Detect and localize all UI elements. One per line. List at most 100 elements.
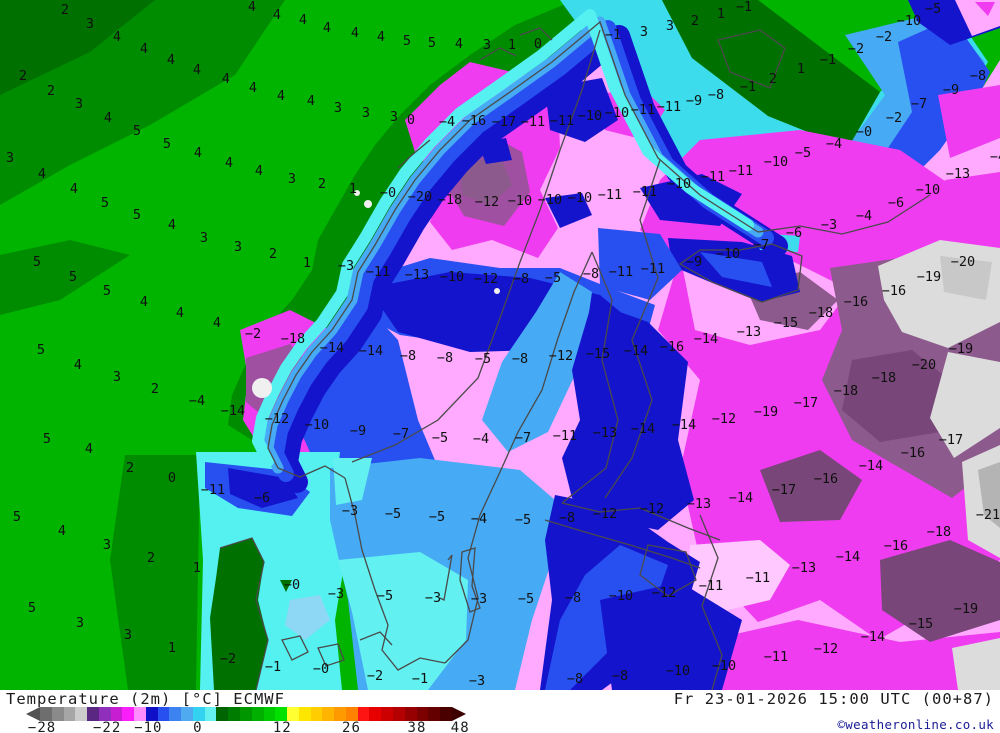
colorbar-left-arrow [26,707,40,721]
coastline-path [359,631,393,646]
temp-value-label: −1 [736,0,752,15]
temp-value-label: −11 [641,261,665,277]
colorbar-segment [216,707,229,721]
temp-value-label: −10 [716,246,740,262]
temp-value-label: 1 [193,560,201,576]
temp-value-label: −11 [553,428,577,444]
temp-value-label: −7 [515,430,531,446]
temp-value-label: −4 [826,136,842,152]
temp-value-label: −19 [917,269,941,285]
coastline-path [699,514,723,690]
temp-value-label: −10 [764,154,788,170]
temp-value-label: 3 [200,230,208,246]
colorbar-right-arrow [452,707,466,721]
temp-value-label: 4 [70,181,78,197]
temp-value-label: 4 [85,441,93,457]
temp-value-label: −4 [471,511,487,527]
temp-value-label: 4 [193,62,201,78]
temp-value-label: −12 [640,501,664,517]
temp-value-label: −8 [612,668,628,684]
temp-value-label: 2 [47,83,55,99]
temp-value-label: 5 [101,195,109,211]
colorbar-segment [51,707,64,721]
temp-value-label: −17 [492,114,516,130]
temp-value-label: −14 [320,340,344,356]
colorbar-tick-label: 26 [342,720,361,733]
temp-value-label: 2 [126,460,134,476]
temp-value-label: 5 [163,136,171,152]
temp-value-label: −18 [927,524,951,540]
colorbar-tick-label: −22 [92,720,122,733]
colorbar-segment [263,707,276,721]
temperature-region [333,458,372,505]
temp-value-label: −12 [593,506,617,522]
colorbar-segment [381,707,393,721]
temp-value-label: −6 [888,195,904,211]
temp-value-label: −4 [473,431,489,447]
coastline-path [317,643,345,667]
temperature-region [364,200,372,208]
colorbar-segment [416,707,429,721]
temp-value-label: −8 [437,350,453,366]
temp-value-label: 3 [86,16,94,32]
temp-value-label: −13 [946,166,970,182]
temp-value-label: −4 [439,114,455,130]
temp-value-label: −7 [393,426,409,442]
temp-value-label: −6 [786,225,802,241]
coastline-path [604,159,661,499]
temp-value-label: −10 [609,588,633,604]
temp-value-label: −16 [462,113,486,129]
temp-value-label: 4 [248,0,256,15]
coastline-path [397,139,431,169]
temp-value-label: −18 [438,192,462,208]
temperature-colorbar [40,707,452,721]
temp-value-label: −0 [856,124,872,140]
coastline-path [444,251,593,664]
temp-value-label: −11 [657,99,681,115]
temp-value-label: −8 [512,351,528,367]
temp-value-label: −12 [265,411,289,427]
coastline-path [439,554,453,601]
colorbar-segment [392,707,405,721]
temp-value-label: −11 [701,169,725,185]
temp-value-label: 3 [124,627,132,643]
temp-value-label: 5 [43,431,51,447]
temp-value-label: 2 [269,246,277,262]
temp-value-label: 4 [167,52,175,68]
temp-value-label: −18 [872,370,896,386]
temp-value-label: −13 [687,496,711,512]
temp-value-label: −2 [367,668,383,684]
temp-value-label: −14 [359,343,383,359]
temp-value-label: −6 [254,490,270,506]
temp-value-label: 3 [362,105,370,121]
temp-value-label: −14 [836,549,860,565]
temp-value-label: −15 [909,616,933,632]
temp-value-label: −8 [400,348,416,364]
colorbar-segment [204,707,217,721]
temp-value-label: 2 [147,550,155,566]
temp-value-label: 1 [303,255,311,271]
temp-value-label: −1 [740,79,756,95]
colorbar-segment [122,707,135,721]
temp-value-label: 4 [323,20,331,36]
temp-value-label: −4 [189,393,205,409]
temp-value-label: −8 [583,266,599,282]
temperature-region [110,455,200,690]
coastal-gradient-band [268,20,774,482]
temp-value-label: −14 [861,629,885,645]
temperature-region [252,378,272,398]
temperature-region [930,352,1000,458]
temperature-region [598,228,682,300]
temp-value-label: −14 [624,343,648,359]
coastline-path [281,635,309,661]
copyright-link[interactable]: ©weatheronline.co.uk [837,717,994,732]
temp-value-label: −21 [976,507,1000,523]
temp-value-label: −11 [746,570,770,586]
temp-value-label: −8 [567,671,583,687]
colorbar-segment [145,707,158,721]
temp-value-label: −17 [772,482,796,498]
colorbar-segment [110,707,123,721]
temp-value-label: 4 [113,29,121,45]
temp-value-label: 4 [194,145,202,161]
